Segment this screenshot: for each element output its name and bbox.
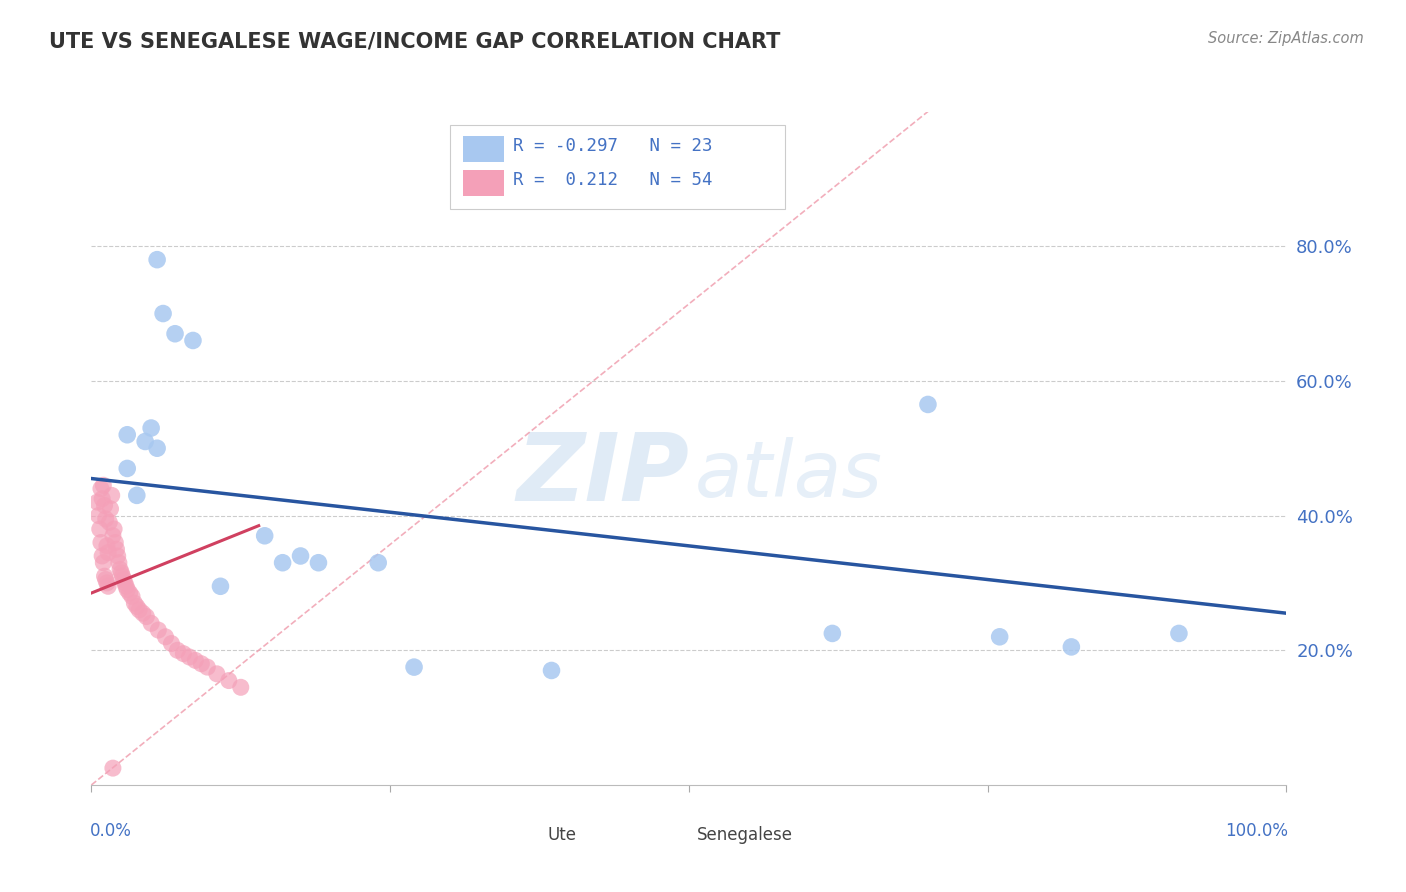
- Point: [128, 603, 150, 617]
- Point: [205, 666, 228, 681]
- Point: [160, 636, 183, 650]
- Point: [108, 556, 131, 570]
- Point: [307, 556, 329, 570]
- Point: [94, 512, 117, 526]
- Point: [290, 549, 312, 563]
- Point: [152, 307, 174, 321]
- FancyBboxPatch shape: [664, 828, 693, 844]
- Text: 100.0%: 100.0%: [1225, 822, 1288, 840]
- Point: [253, 529, 276, 543]
- Point: [115, 582, 138, 597]
- Point: [218, 673, 240, 688]
- Point: [86, 495, 108, 509]
- Point: [404, 660, 426, 674]
- Point: [135, 609, 157, 624]
- Point: [93, 499, 115, 513]
- Point: [115, 461, 138, 475]
- Text: 0.0%: 0.0%: [90, 822, 132, 840]
- Point: [821, 626, 844, 640]
- Text: UTE VS SENEGALESE WAGE/INCOME GAP CORRELATION CHART: UTE VS SENEGALESE WAGE/INCOME GAP CORREL…: [49, 31, 780, 51]
- Point: [209, 579, 232, 593]
- Point: [98, 516, 121, 530]
- Text: R = -0.297   N = 23: R = -0.297 N = 23: [513, 136, 713, 155]
- Point: [540, 664, 562, 678]
- Point: [917, 397, 939, 411]
- Point: [148, 623, 170, 637]
- Point: [91, 549, 114, 563]
- Point: [195, 660, 218, 674]
- Point: [166, 643, 188, 657]
- Point: [100, 488, 122, 502]
- Text: Senegalese: Senegalese: [697, 827, 793, 845]
- Point: [96, 576, 118, 591]
- Point: [179, 650, 201, 665]
- Point: [121, 590, 143, 604]
- Point: [94, 573, 117, 587]
- Text: ZIP: ZIP: [516, 429, 689, 521]
- FancyBboxPatch shape: [450, 125, 785, 209]
- Point: [190, 657, 212, 671]
- Point: [1060, 640, 1083, 654]
- Point: [111, 569, 134, 583]
- Point: [125, 599, 148, 614]
- Point: [105, 542, 128, 557]
- Text: atlas: atlas: [695, 437, 883, 513]
- Point: [103, 522, 125, 536]
- Point: [124, 596, 146, 610]
- Point: [108, 562, 131, 576]
- Point: [114, 576, 136, 591]
- Point: [163, 326, 186, 341]
- Point: [988, 630, 1011, 644]
- Point: [146, 442, 169, 455]
- Point: [181, 334, 204, 348]
- Point: [118, 586, 141, 600]
- Text: Source: ZipAtlas.com: Source: ZipAtlas.com: [1208, 31, 1364, 46]
- Text: Ute: Ute: [548, 827, 576, 845]
- Point: [229, 681, 252, 695]
- Point: [115, 579, 138, 593]
- Point: [184, 653, 207, 667]
- FancyBboxPatch shape: [463, 170, 503, 195]
- Point: [91, 491, 114, 506]
- FancyBboxPatch shape: [515, 828, 543, 844]
- Point: [271, 556, 294, 570]
- Point: [146, 252, 169, 267]
- Point: [1167, 626, 1189, 640]
- Point: [107, 549, 129, 563]
- FancyBboxPatch shape: [463, 136, 503, 162]
- Point: [100, 501, 122, 516]
- Point: [134, 434, 156, 449]
- Point: [172, 647, 194, 661]
- Point: [89, 522, 111, 536]
- Point: [97, 579, 120, 593]
- Point: [101, 761, 124, 775]
- Point: [87, 508, 110, 523]
- Point: [115, 427, 138, 442]
- Point: [90, 535, 112, 549]
- Point: [367, 556, 389, 570]
- Point: [93, 478, 114, 492]
- Point: [96, 539, 118, 553]
- Point: [132, 606, 155, 620]
- Point: [155, 630, 177, 644]
- Point: [141, 616, 162, 631]
- Point: [97, 546, 120, 560]
- Point: [104, 535, 127, 549]
- Point: [141, 421, 162, 435]
- Point: [110, 566, 132, 580]
- Point: [93, 569, 115, 583]
- Point: [112, 573, 135, 587]
- Point: [90, 482, 112, 496]
- Point: [125, 488, 148, 502]
- Point: [101, 529, 124, 543]
- Text: R =  0.212   N = 54: R = 0.212 N = 54: [513, 170, 713, 188]
- Point: [93, 556, 114, 570]
